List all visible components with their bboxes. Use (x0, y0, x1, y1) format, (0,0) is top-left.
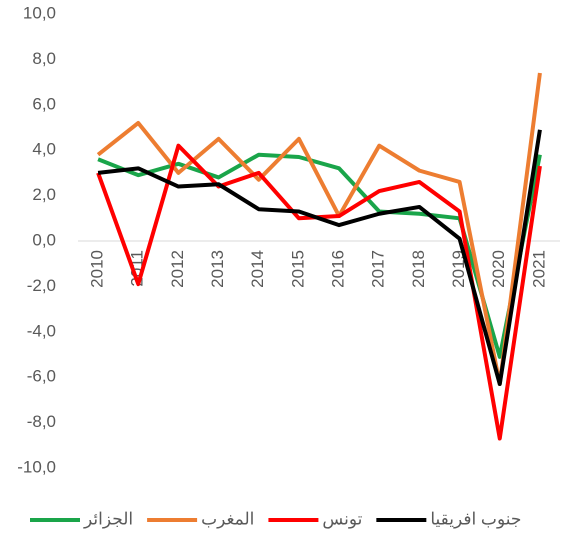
legend-label: جنوب افريقيا (430, 509, 521, 529)
x-tick-label: 2013 (208, 250, 227, 288)
y-tick-label: 8,0 (32, 49, 56, 68)
y-tick-label: 4,0 (32, 140, 56, 159)
y-tick-label: -10,0 (17, 457, 56, 476)
y-tick-label: -8,0 (27, 412, 56, 431)
y-tick-label: -2,0 (27, 276, 56, 295)
y-tick-label: 10,0 (23, 3, 56, 22)
x-tick-label: 2015 (288, 250, 307, 288)
y-tick-label: 2,0 (32, 185, 56, 204)
legend-label: الجزائر (83, 509, 133, 529)
y-tick-label: -4,0 (27, 321, 56, 340)
x-tick-label: 2020 (489, 250, 508, 288)
y-tick-label: -6,0 (27, 367, 56, 386)
legend-label: تونس (322, 509, 362, 529)
x-tick-label: 2018 (409, 250, 428, 288)
x-tick-label: 2012 (168, 250, 187, 288)
series-line (97, 129, 542, 387)
legend-label: المغرب (201, 509, 254, 529)
series-line (96, 72, 542, 387)
x-tick-label: 2014 (248, 250, 267, 288)
y-tick-label: 6,0 (32, 94, 56, 113)
x-tick-label: 2010 (88, 250, 107, 288)
y-tick-label: 0,0 (32, 230, 56, 249)
x-tick-label: 2017 (369, 250, 388, 288)
x-tick-label: 2016 (329, 250, 348, 288)
x-tick-label: 2021 (529, 250, 548, 288)
